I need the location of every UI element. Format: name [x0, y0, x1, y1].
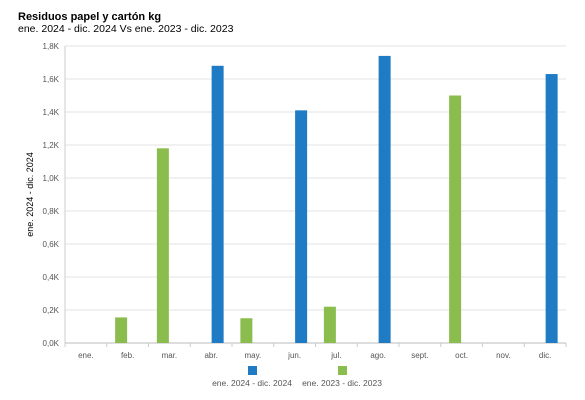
y-tick-label: 0,2K	[43, 306, 60, 315]
bar	[449, 95, 462, 343]
x-tick-label: nov.	[496, 351, 511, 360]
bar	[323, 306, 336, 343]
x-tick-label: jun.	[287, 351, 301, 360]
y-tick-label: 0,4K	[43, 273, 60, 282]
x-tick-label: feb.	[121, 351, 134, 360]
chart-legend: ene. 2024 - dic. 2024 ene. 2023 - dic. 2…	[0, 366, 585, 396]
y-tick-label: 0,0K	[43, 339, 60, 348]
legend-item-2023[interactable]: ene. 2023 - dic. 2023	[272, 366, 412, 388]
legend-swatch-2023	[337, 366, 347, 375]
chart-title: Residuos papel y cartón kg	[18, 11, 162, 23]
x-tick-label: abr.	[204, 351, 217, 360]
y-tick-label: 1,0K	[43, 174, 60, 183]
x-tick-label: mar.	[162, 351, 178, 360]
bar	[240, 318, 253, 343]
bar	[211, 65, 224, 344]
bar-chart: 0,0K 0,2K 0,4K 0,6K 0,8K 1,0K 1,2K 1,4K 1,6K 1,8K…	[25, 42, 567, 360]
bar	[115, 317, 128, 343]
y-tick-label: 1,2K	[43, 141, 60, 150]
y-tick-label: 0,6K	[43, 240, 60, 249]
y-tick-label: 0,8K	[43, 207, 60, 216]
bar	[378, 55, 391, 344]
x-tick-label: oct.	[455, 351, 468, 360]
y-tick-label: 1,4K	[43, 108, 60, 117]
legend-swatch-2024	[247, 366, 257, 375]
chart-subtitle: ene. 2024 - dic. 2024 Vs ene. 2023 - dic…	[18, 23, 234, 35]
y-tick-label: 1,6K	[43, 75, 60, 84]
bar	[545, 74, 558, 344]
legend-label-2023: ene. 2023 - dic. 2023	[302, 378, 382, 388]
legend-item-2024[interactable]: ene. 2024 - dic. 2024	[182, 366, 322, 388]
legend-label-2024: ene. 2024 - dic. 2024	[212, 378, 292, 388]
y-tick-label: 1,8K	[43, 42, 60, 51]
x-tick-label: jul.	[330, 351, 341, 360]
x-tick-label: ago.	[370, 351, 386, 360]
x-tick-label: sept.	[411, 351, 428, 360]
x-tick-label: may.	[245, 351, 262, 360]
x-tick-label: dic.	[539, 351, 551, 360]
y-axis-title: ene. 2024 - dic. 2024	[25, 152, 35, 237]
bar	[295, 110, 308, 343]
bar	[156, 148, 169, 343]
x-tick-label: ene.	[78, 351, 94, 360]
